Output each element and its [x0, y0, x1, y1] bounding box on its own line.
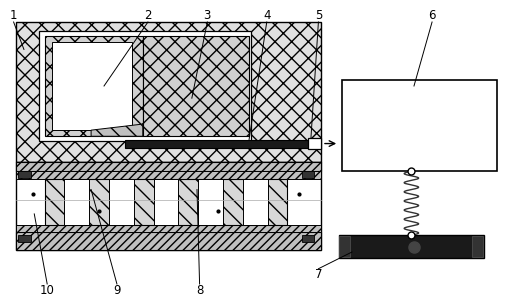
Bar: [472, 237, 483, 257]
Bar: [125, 140, 311, 147]
Bar: [16, 171, 321, 179]
Bar: [342, 80, 497, 171]
Bar: [302, 235, 314, 242]
Text: 9: 9: [113, 284, 121, 297]
Text: 7: 7: [314, 268, 322, 281]
Text: 8: 8: [196, 284, 203, 297]
Bar: [16, 162, 321, 171]
Text: 10: 10: [40, 284, 54, 297]
Bar: [16, 225, 321, 232]
Bar: [243, 179, 268, 225]
Bar: [52, 42, 133, 130]
Text: 5: 5: [315, 9, 322, 22]
Bar: [302, 171, 314, 178]
Bar: [39, 31, 251, 141]
Bar: [198, 179, 223, 225]
Text: 4: 4: [263, 9, 270, 22]
Bar: [339, 237, 351, 257]
Bar: [308, 138, 321, 149]
Bar: [339, 235, 484, 258]
Text: 6: 6: [428, 9, 436, 22]
Bar: [64, 179, 89, 225]
Bar: [18, 235, 31, 242]
Bar: [16, 22, 321, 162]
Bar: [16, 162, 321, 251]
Bar: [45, 179, 287, 225]
Polygon shape: [91, 124, 143, 136]
Text: 3: 3: [204, 9, 211, 22]
Bar: [109, 179, 134, 225]
Text: 2: 2: [144, 9, 152, 22]
Bar: [18, 171, 31, 178]
Bar: [45, 36, 143, 136]
Bar: [16, 232, 321, 251]
Text: 1: 1: [10, 9, 18, 22]
Bar: [154, 179, 178, 225]
Bar: [143, 36, 249, 136]
